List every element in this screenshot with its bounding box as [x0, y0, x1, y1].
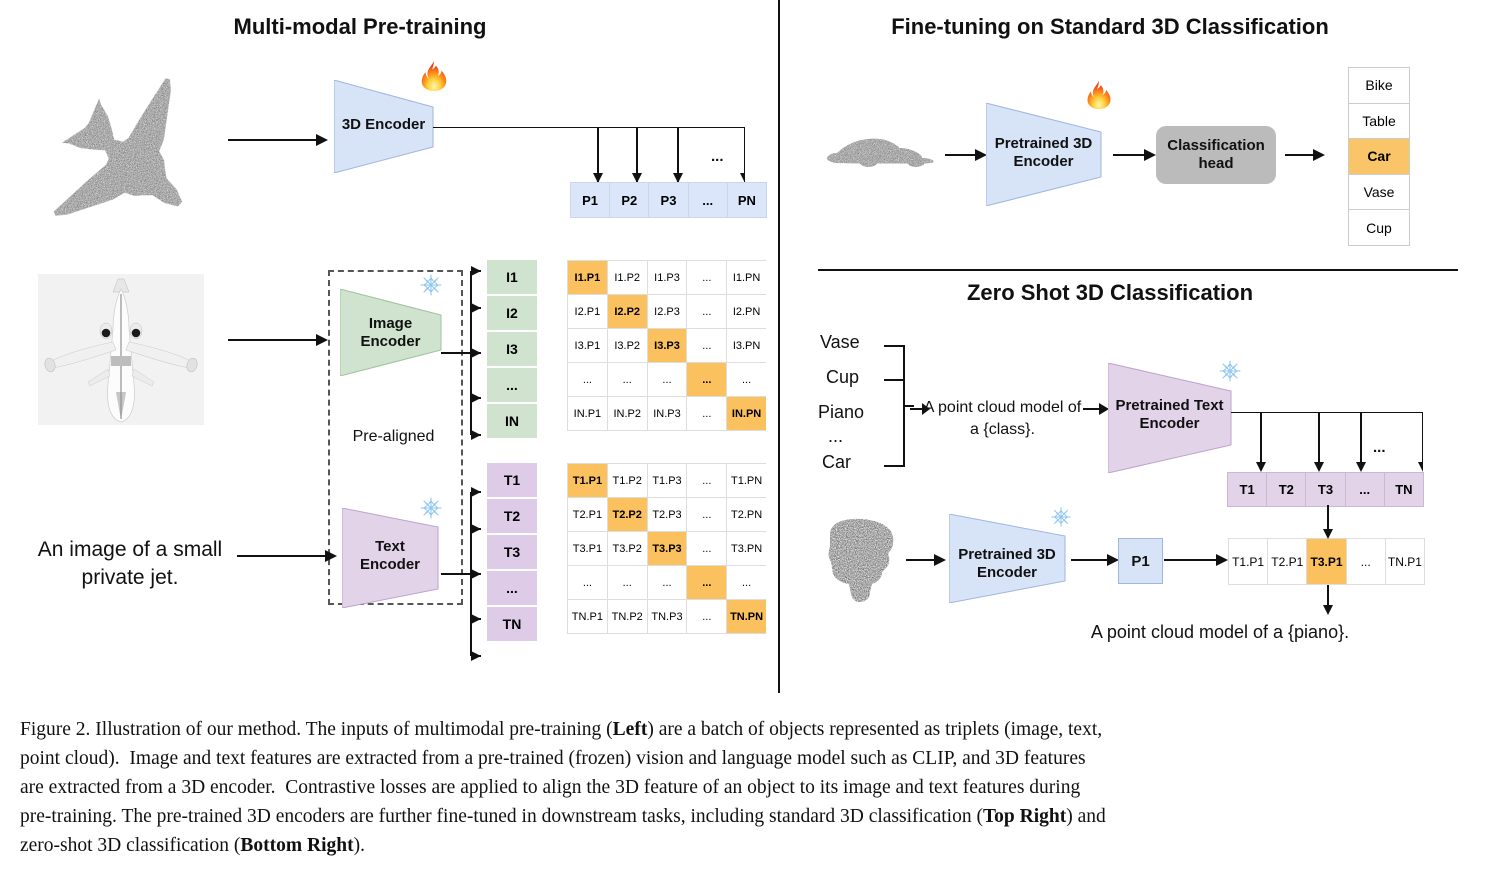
svg-text:...: ...	[1373, 439, 1386, 456]
svg-text:...: ...	[711, 148, 724, 165]
